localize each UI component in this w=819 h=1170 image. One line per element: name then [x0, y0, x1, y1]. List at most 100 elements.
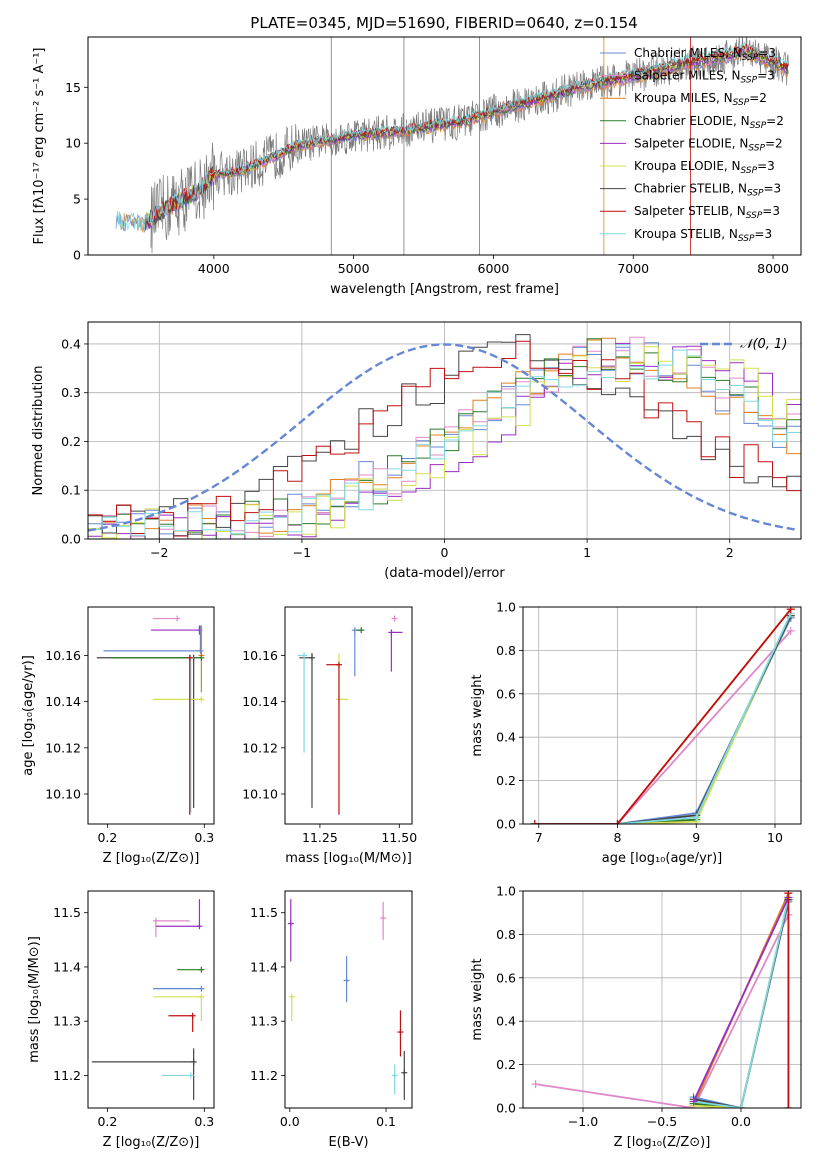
y-axis-label: Normed distribution [31, 366, 46, 496]
series-chabrier_miles [530, 613, 795, 824]
x-axis-label: (data-model)/error [384, 566, 505, 581]
legend-entry-suffix: =2 [765, 136, 783, 150]
y-tick-label: 0.2 [496, 1057, 516, 1072]
y-tick-label: 0.0 [496, 817, 516, 832]
x-tick-label: 0.0 [280, 1114, 300, 1129]
x-tick-label: −1.0 [568, 1114, 598, 1129]
errorbar-kroupa_stelib [187, 654, 194, 813]
x-tick-label: 10 [767, 830, 783, 845]
y-axis-label: mass weight [470, 674, 485, 756]
series-line [534, 608, 792, 824]
legend-entry-sub: SSP [747, 189, 764, 199]
x-tick-label: 7000 [617, 261, 649, 276]
legend-entry: Salpeter STELIB, NSSP=3 [634, 204, 780, 221]
legend-entry: Chabrier ELODIE, NSSP=2 [634, 114, 784, 131]
x-axis-label: age [log₁₀(age/yr)] [602, 851, 723, 866]
series-salpeter_stelib [530, 607, 795, 824]
y-tick-label: 10 [65, 136, 81, 151]
y-tick-label: 10.16 [45, 648, 81, 663]
errorbar-salpeter_elodie [151, 625, 203, 635]
legend-entry-label: Kroupa STELIB, N [634, 227, 738, 241]
errorbar-kroupa_elodie [288, 993, 295, 1022]
x-tick-label: −0.5 [647, 1114, 677, 1129]
legend-entry-suffix: =3 [757, 69, 775, 83]
histogram-kroupa_elodie [88, 346, 801, 539]
y-tick-label: 11.2 [250, 1068, 278, 1083]
x-axis-label: Z [log₁₀(Z/Z⊙)] [614, 1135, 711, 1150]
legend-entry-sub: SSP [742, 53, 759, 63]
x-tick-label: 4000 [198, 261, 230, 276]
y-tick-label: 0.6 [496, 970, 516, 985]
errorbar-salpeter_miles [152, 615, 181, 622]
x-tick-label: 7 [535, 830, 543, 845]
legend-entry: Salpeter ELODIE, NSSP=2 [634, 136, 783, 153]
series-chabrier_elodie [530, 611, 795, 824]
legend-entry-sub: SSP [738, 234, 755, 244]
errorbar-salpeter_stelib [186, 654, 193, 815]
normal-distribution-curve [88, 343, 799, 532]
y-tick-label: 0.3 [61, 385, 81, 400]
x-tick-label: 8 [614, 830, 622, 845]
x-tick-label: 0 [441, 545, 449, 560]
series-kroupa_elodie [530, 609, 795, 824]
mass-vs-ebv-panel: 0.0 0.1 11.2 11.3 11.4 11.5 E(B-V) [250, 890, 413, 1150]
x-axis-label: Z [log₁₀(Z/Z⊙)] [103, 851, 200, 866]
histogram-chabrier_stelib [88, 334, 801, 539]
mass-weight-vs-age-panel: 7 8 9 10 0.0 0.2 0.4 0.6 0.8 1.0 age [log₁₀(age/yr… [470, 600, 802, 866]
x-tick-label: 0.1 [376, 1114, 396, 1129]
legend-entry-sub: SSP [741, 166, 758, 176]
axes-frame [87, 606, 215, 825]
errorbar-kroupa_elodie [335, 653, 349, 703]
legend-entry-label: Kroupa MILES, N [634, 91, 733, 105]
x-tick-label: 11.25 [302, 830, 338, 845]
y-tick-label: 11.3 [250, 1014, 278, 1029]
errorbar-kroupa_stelib [161, 1072, 194, 1079]
x-axis-label: Z [log₁₀(Z/Z⊙)] [103, 1135, 200, 1150]
errorbar-salpeter_elodie [155, 899, 203, 930]
age-vs-mass-panel: 11.25 11.50 10.10 10.12 10.14 10.16 mass [log₁… [242, 606, 417, 866]
errorbar-chabrier_miles [343, 956, 350, 1003]
x-tick-label: −2 [150, 545, 168, 560]
y-tick-label: 11.5 [250, 905, 278, 920]
legend-entry-sub: SSP [748, 143, 765, 153]
series-line [534, 613, 792, 824]
series-line [535, 914, 790, 1108]
model-spectrum-kroupa_stelib [115, 40, 789, 232]
errorbar-chabrier_stelib [299, 653, 315, 808]
errorbar-chabrier_stelib [401, 1051, 408, 1100]
y-tick-label: 11.2 [53, 1068, 81, 1083]
y-tick-label: 10.12 [242, 740, 278, 755]
y-tick-label: 0.6 [496, 686, 516, 701]
errorbar-kroupa_elodie [152, 993, 205, 1022]
legend-entry: Kroupa MILES, NSSP=2 [634, 91, 767, 108]
errorbar-salpeter_elodie [388, 629, 403, 672]
legend-entry-suffix: =3 [758, 46, 776, 60]
y-tick-label: 0.4 [496, 1014, 516, 1029]
y-tick-label: 0.4 [496, 730, 516, 745]
y-tick-label: 10.16 [242, 648, 278, 663]
series-line [534, 615, 792, 824]
series-line [534, 630, 792, 824]
legend-entry: Chabrier MILES, NSSP=3 [634, 46, 776, 63]
x-tick-label: 9 [692, 830, 700, 845]
axes-frame [522, 890, 802, 1109]
histogram-kroupa_stelib [88, 344, 801, 536]
errorbar-kroupa_elodie [152, 696, 205, 703]
x-axis-label: wavelength [Angstrom, rest frame] [330, 282, 559, 297]
y-tick-label: 0 [73, 248, 81, 263]
series-chabrier_stelib [530, 611, 795, 824]
x-tick-label: 0.2 [97, 1114, 117, 1129]
errorbar-chabrier_elodie [356, 627, 365, 634]
axes-frame [284, 606, 413, 825]
x-tick-label: 5000 [338, 261, 370, 276]
mass-weight-lines [531, 891, 793, 1108]
legend-entry-sub: SSP [733, 98, 750, 108]
legend-entry: Chabrier STELIB, NSSP=3 [634, 182, 781, 199]
series-kroupa_stelib [530, 609, 795, 824]
figure-title: PLATE=0345, MJD=51690, FIBERID=0640, z=0… [250, 14, 637, 32]
y-tick-label: 0.0 [496, 1101, 516, 1116]
x-tick-label: −1 [293, 545, 311, 560]
legend-entry-suffix: =3 [764, 182, 782, 196]
errorbar-salpeter_stelib [397, 1010, 404, 1057]
axes-frame [87, 890, 215, 1109]
